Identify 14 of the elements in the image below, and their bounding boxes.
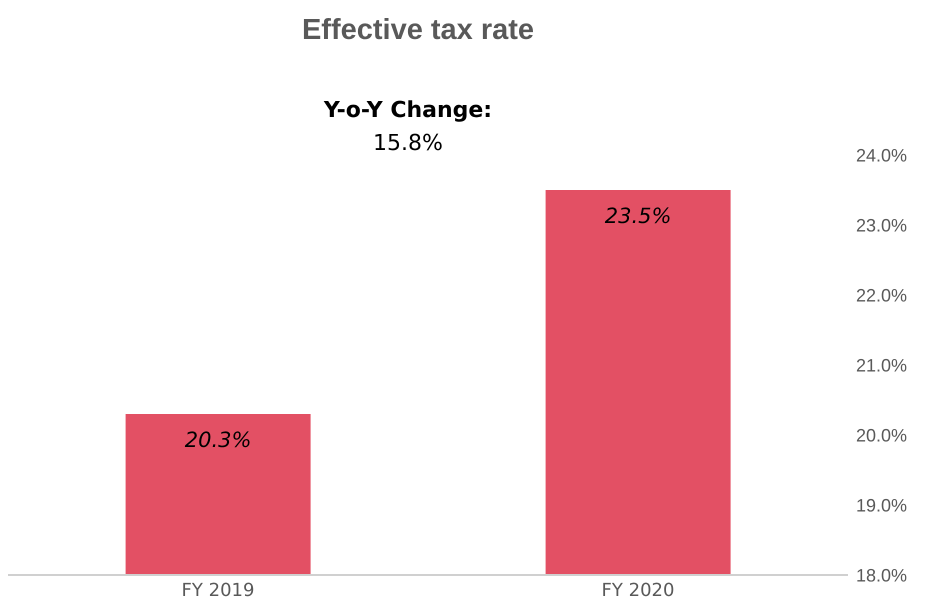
y-tick-label: 23.0% xyxy=(856,215,908,236)
y-tick-label: 19.0% xyxy=(856,495,908,516)
y-tick-label: 21.0% xyxy=(856,355,908,376)
y-tick-label: 18.0% xyxy=(856,565,908,586)
text: Y-o-Y Change: xyxy=(322,98,494,123)
y-tick-label: 20.0% xyxy=(856,425,908,446)
chart-title: Effective tax rate xyxy=(300,14,536,47)
x-tick-label: FY 2019 xyxy=(182,580,254,601)
y-tick-label: 24.0% xyxy=(856,145,908,166)
annotation: 15.8% xyxy=(372,131,444,156)
data-label: 23.5% xyxy=(604,204,672,228)
x-tick-label: FY 2020 xyxy=(602,580,674,601)
y-tick-label: 22.0% xyxy=(856,285,908,306)
data-label: 20.3% xyxy=(184,428,252,452)
